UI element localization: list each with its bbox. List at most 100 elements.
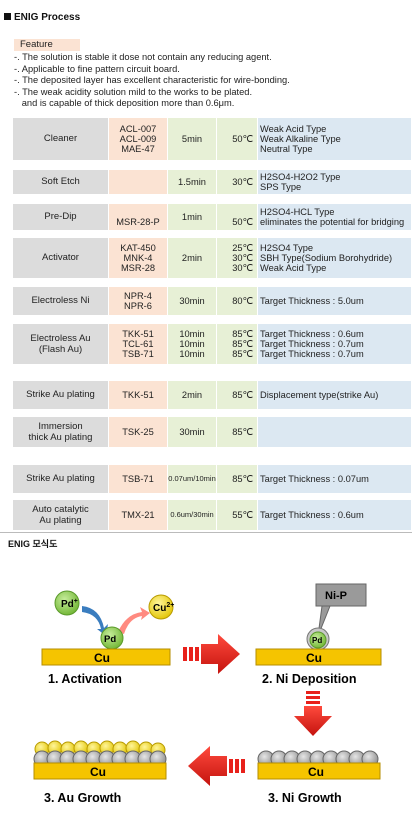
chemical-cell: KAT-450 MNK-4 MSR-28 <box>109 238 167 278</box>
cu-substrate <box>255 648 382 666</box>
note-cell-text: Displacement type(strike Au) <box>260 390 379 400</box>
nip-callout <box>315 583 367 607</box>
table-row: Strike Au plating TKK-51 2min 85℃ Displaceme… <box>13 381 411 409</box>
process-cell-text: Electroless Au <box>30 332 91 344</box>
table-row: Electroless Au (Flash Au) TKK-51 TCL-61 TSB-… <box>13 324 411 364</box>
table-row: Cleaner ACL-007 ACL-009 MAE-47 5min 50℃ Weak… <box>13 118 411 160</box>
note-cell-text: Target Thickness : 0.6um <box>260 329 364 339</box>
temperature-cell-text: 50℃ <box>232 217 253 227</box>
process-cell-text: Pre-Dip <box>44 211 77 223</box>
feature-line: -. The deposited layer has excellent cha… <box>14 75 290 86</box>
temperature-cell-text: 85℃ <box>232 474 253 484</box>
left-arrow-icon <box>188 746 245 786</box>
process-cell: Strike Au plating <box>13 381 108 409</box>
process-cell-text: Soft Etch <box>41 176 80 188</box>
process-cell-text: thick Au plating <box>28 432 93 443</box>
chemical-cell <box>109 170 167 194</box>
cu-label: Cu <box>306 651 322 665</box>
process-cell-text: Au plating <box>39 515 82 526</box>
chemical-cell-text <box>137 177 140 187</box>
note-cell: H2SO4-HCL Type eliminates the potential f… <box>258 204 411 230</box>
process-cell-text: Cleaner <box>43 133 78 145</box>
temperature-cell: 85℃ <box>217 465 257 493</box>
temperature-cell-text: 85℃ <box>232 339 253 349</box>
note-cell: Weak Acid Type Weak Alkaline Type Neutral … <box>258 118 411 160</box>
note-cell-text: Weak Acid Type <box>260 263 327 273</box>
note-cell: Target Thickness : 0.07um <box>258 465 411 493</box>
time-cell: 1.5min <box>168 170 216 194</box>
pd-ion-icon <box>54 590 80 616</box>
note-cell <box>258 417 411 447</box>
process-cell-text: Strike Au plating <box>26 389 95 401</box>
process-cell-text: Electroless Ni <box>31 295 90 307</box>
temperature-cell: 30℃ <box>217 170 257 194</box>
chemical-cell-text <box>137 207 140 217</box>
temperature-cell-text: 25℃ <box>232 243 253 253</box>
chemical-cell-text: MSR-28 <box>120 263 156 273</box>
note-cell-text: Target Thickness : 0.07um <box>260 474 369 484</box>
note-cell-text: Target Thickness : 0.7um <box>260 339 364 349</box>
note-cell-text: Target Thickness : 0.7um <box>260 349 364 359</box>
feature-label: Feature <box>14 39 80 51</box>
time-cell: 30min <box>168 417 216 447</box>
note-cell-text: H2SO4-H2O2 Type <box>260 172 341 182</box>
step-activation-label: 1. Activation <box>48 672 122 686</box>
ni-growth-panel: Cu 3. Ni Growth <box>257 750 381 805</box>
process-cell: Cleaner <box>13 118 108 160</box>
note-cell-text <box>260 427 263 437</box>
chemical-cell-text: TMX-21 <box>121 510 155 520</box>
table-row: Activator KAT-450 MNK-4 MSR-28 2min 25℃ 30℃ 30℃… <box>13 238 411 278</box>
temperature-cell: 50℃ <box>217 118 257 160</box>
note-cell: H2SO4-H2O2 Type SPS Type <box>258 170 411 194</box>
time-cell: 5min <box>168 118 216 160</box>
temperature-cell-text <box>250 144 253 154</box>
step-ni-growth-label: 3. Ni Growth <box>268 791 342 805</box>
temperature-cell-text: 50℃ <box>232 134 253 144</box>
note-cell-text: Target Thickness : 5.0um <box>260 296 364 306</box>
pd-atom-label: Pd <box>312 636 322 645</box>
chemical-cell-text: NPR-6 <box>124 301 152 311</box>
temperature-cell-text <box>250 207 253 217</box>
time-cell: 10min 10min 10min <box>168 324 216 364</box>
note-cell: H2SO4 Type SBH Type(Sodium Borohydride) We… <box>258 238 411 278</box>
chemical-cell: TKK-51 <box>109 381 167 409</box>
temperature-cell-text: 30℃ <box>232 263 253 273</box>
temperature-cell: 25℃ 30℃ 30℃ <box>217 238 257 278</box>
time-cell-text: 5min <box>181 134 203 144</box>
note-cell-text: Weak Alkaline Type <box>260 134 341 144</box>
note-cell: Target Thickness : 5.0um <box>258 287 411 315</box>
temperature-cell: 80℃ <box>217 287 257 315</box>
table-row: Pre-Dip MSR-28-P 1min 50℃ H2SO4-HCL Type el… <box>13 204 411 230</box>
chemical-cell-text: TKK-51 <box>122 390 154 400</box>
cu-ion-label: Cu2+ <box>153 602 174 614</box>
chemical-cell-text: ACL-009 <box>119 134 157 144</box>
chemical-cell-text: TKK-51 <box>122 329 154 339</box>
table-row: Auto catalytic Au plating TMX-21 0.6um/30mi… <box>13 500 411 530</box>
chemical-cell-text: MAE-47 <box>121 144 155 154</box>
pd-ion-label: Pd+ <box>61 598 78 610</box>
temperature-cell: 85℃ 85℃ 85℃ <box>217 324 257 364</box>
chemical-cell-text: KAT-450 <box>120 243 156 253</box>
chemical-cell-text: NPR-4 <box>124 291 152 301</box>
time-cell-text: 10min <box>179 349 205 359</box>
pd-atom-icon <box>309 631 327 649</box>
process-cell-text: Immersion <box>38 420 83 432</box>
process-cell-text: (Flash Au) <box>38 344 83 355</box>
note-cell-text: SBH Type(Sodium Borohydride) <box>260 253 393 263</box>
cu-substrate <box>257 762 381 780</box>
table-row: Strike Au plating TSB-71 0.07um/10min 85℃ Ta… <box>13 465 411 493</box>
ni-deposition-panel: Ni-P Pd Cu 2. Ni Deposition <box>255 583 382 686</box>
note-cell: Displacement type(strike Au) <box>258 381 411 409</box>
step-ni-deposition-label: 2. Ni Deposition <box>262 672 356 686</box>
chemical-cell-text: TSB-71 <box>122 474 154 484</box>
blue-arrow-icon <box>82 606 108 636</box>
feature-list: -. The solution is stable it dose not co… <box>14 52 290 110</box>
page-title: ENIG Process <box>4 12 80 23</box>
enig-diagram: Pd+ Cu2+ Pd Cu 1. Activation Ni-P Pd Cu … <box>0 550 412 817</box>
note-cell-text: SPS Type <box>260 182 302 192</box>
cu-label: Cu <box>94 651 110 665</box>
chemical-cell-text: ACL-007 <box>119 124 157 134</box>
process-cell: Electroless Ni <box>13 287 108 315</box>
table-row: Soft Etch 1.5min 30℃ H2SO4-H2O2 Type SPS Ty… <box>13 170 411 194</box>
pink-arrow-icon <box>118 607 150 634</box>
